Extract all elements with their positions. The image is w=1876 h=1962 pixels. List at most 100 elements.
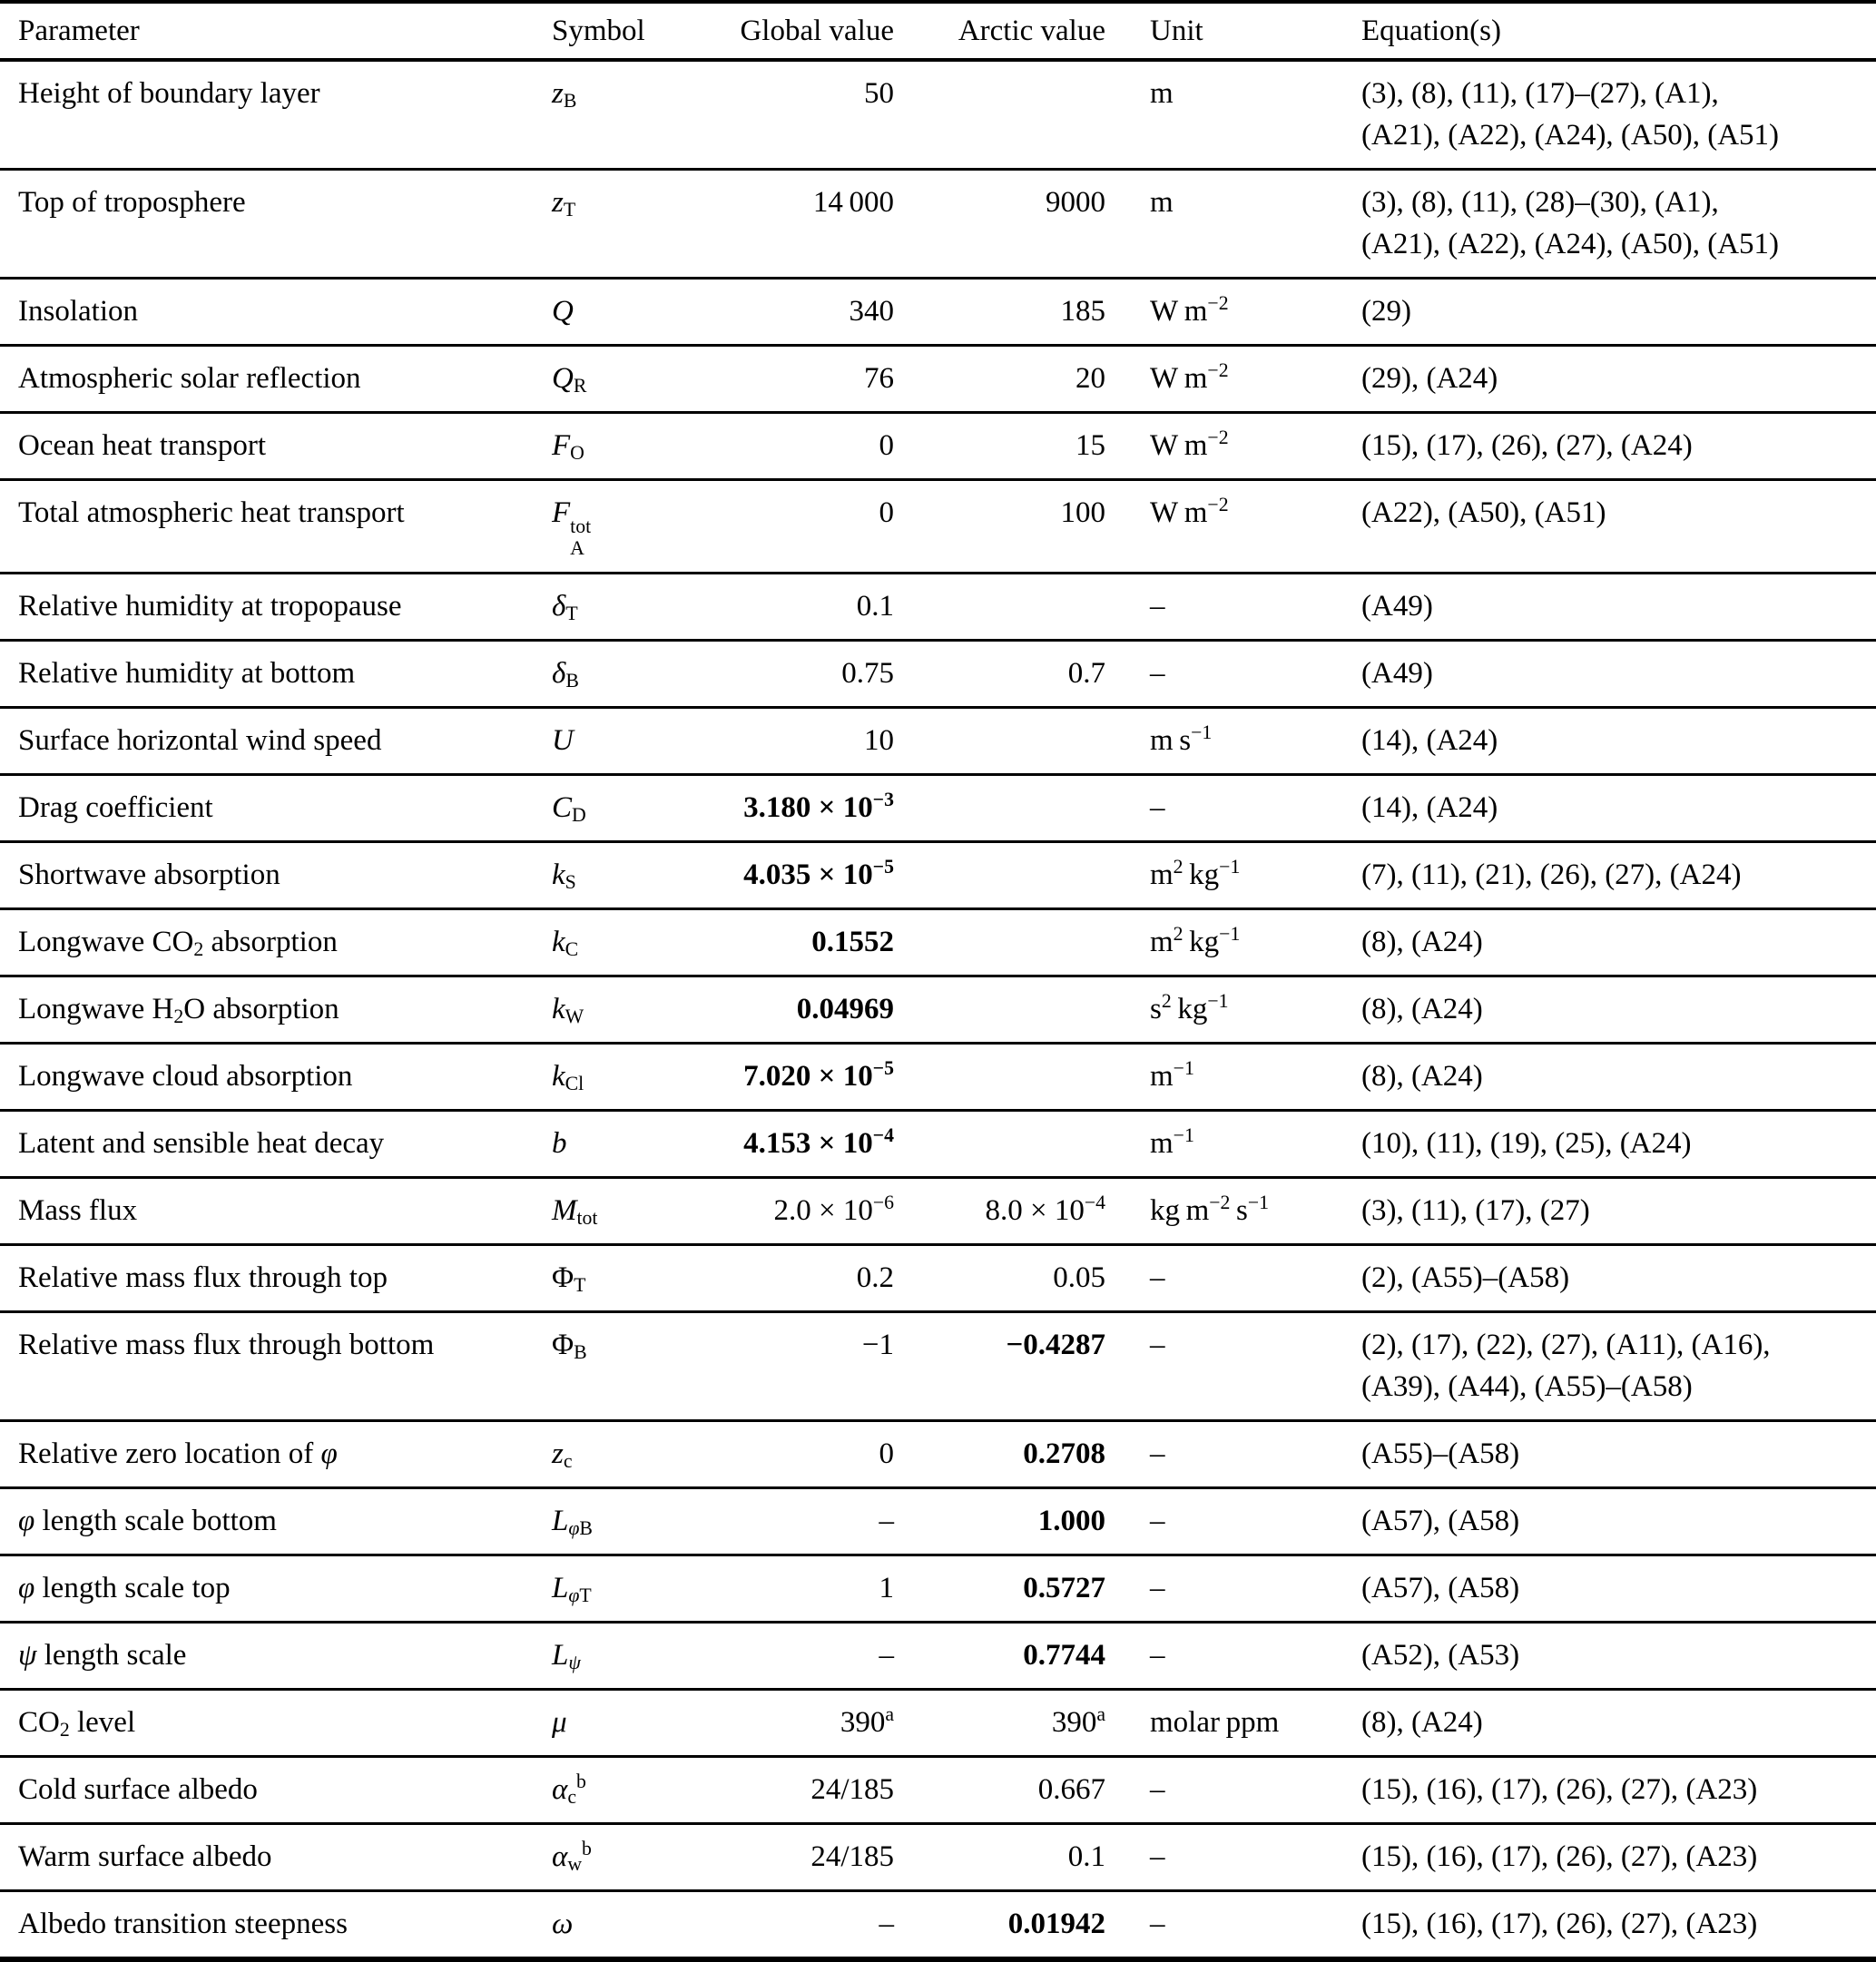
cell-equations: (15), (16), (17), (26), (27), (A23): [1361, 1772, 1758, 1806]
cell-arctic-value: [894, 1110, 1105, 1177]
cell-arctic-value: [894, 707, 1105, 774]
cell-global-value: 0.2: [856, 1261, 894, 1294]
cell-global-value: –: [879, 1638, 895, 1672]
table-row: Top of troposphere zT 14 000 9000 m (3), (8),…: [0, 170, 1876, 279]
cell-equations: (7), (11), (21), (26), (27), (A24): [1361, 858, 1742, 891]
cell-parameter: ψ length scale: [18, 1638, 187, 1672]
cell-symbol: LφB: [552, 1504, 593, 1540]
cell-arctic-value: [894, 908, 1105, 976]
cell-global-value: 4.153 × 10−4: [743, 1123, 894, 1160]
cell-arctic-value: 0.01942: [1007, 1907, 1105, 1940]
cell-arctic-value: −0.4287: [1006, 1328, 1105, 1361]
cell-unit: m−1: [1150, 1056, 1194, 1093]
cell-parameter: Surface horizontal wind speed: [18, 723, 382, 757]
cell-parameter: Warm surface albedo: [18, 1839, 272, 1873]
table-row: Relative humidity at bottom δB 0.75 0.7 – (A4…: [0, 640, 1876, 708]
table-row: Relative zero location of φ zc 0 0.2708 – (A5…: [0, 1420, 1876, 1488]
table-row: Shortwave absorption kS 4.035 × 10−5 m2 kg−…: [0, 841, 1876, 909]
cell-unit: –: [1150, 1772, 1165, 1806]
cell-parameter: φ length scale bottom: [18, 1504, 277, 1537]
cell-global-value: 14 000: [812, 186, 894, 219]
cell-equations: (8), (A24): [1361, 992, 1483, 1025]
table-row: Warm surface albedo αwb 24/185 0.1 – (15), (1…: [0, 1823, 1876, 1891]
cell-unit: –: [1150, 790, 1165, 824]
cell-global-value: 0.1: [856, 589, 894, 623]
cell-arctic-value: 0.1: [1067, 1839, 1105, 1873]
cell-parameter: Relative humidity at bottom: [18, 656, 356, 690]
cell-symbol: QR: [552, 362, 587, 397]
cell-symbol: δT: [552, 589, 578, 625]
cell-symbol: ω: [552, 1907, 574, 1940]
cell-arctic-value: [894, 841, 1105, 908]
cell-arctic-value: [894, 60, 1105, 170]
cell-global-value: 3.180 × 10−3: [743, 788, 894, 824]
table-row: Longwave cloud absorption kCl 7.020 × 10−5…: [0, 1043, 1876, 1111]
cell-unit: –: [1150, 656, 1165, 690]
cell-unit: m: [1150, 77, 1174, 110]
cell-arctic-value: [894, 1043, 1105, 1110]
cell-arctic-value: 100: [1060, 496, 1106, 529]
cell-symbol: b: [552, 1126, 567, 1160]
cell-global-value: 390a: [840, 1702, 894, 1739]
cell-global-value: −1: [861, 1328, 894, 1361]
cell-global-value: 7.020 × 10−5: [743, 1056, 894, 1093]
table-row: Relative humidity at tropopause δT 0.1 – (A4…: [0, 573, 1876, 641]
cell-global-value: 0.1552: [811, 925, 894, 958]
table-row: Longwave CO2 absorption kC 0.1552 m2 kg−1 (8…: [0, 908, 1876, 976]
cell-global-value: 1: [879, 1571, 895, 1604]
table-row: Ocean heat transport FO 0 15 W m−2 (15), (17)…: [0, 413, 1876, 480]
cell-arctic-value: 0.2708: [1023, 1437, 1105, 1470]
cell-arctic-value: [894, 774, 1105, 841]
cell-unit: kg m−2 s−1: [1150, 1191, 1270, 1227]
cell-symbol: kCl: [552, 1059, 584, 1095]
cell-arctic-value: 1.000: [1037, 1504, 1105, 1537]
cell-equations: (8), (A24): [1361, 925, 1483, 958]
cell-equations: (15), (16), (17), (26), (27), (A23): [1361, 1839, 1758, 1873]
cell-unit: –: [1150, 1907, 1165, 1940]
cell-equations: (A22), (A50), (A51): [1361, 496, 1606, 529]
cell-symbol: LφT: [552, 1571, 592, 1607]
cell-equations: (8), (A24): [1361, 1059, 1483, 1093]
cell-arctic-value: 0.5727: [1023, 1571, 1105, 1604]
table-row: Atmospheric solar reflection QR 76 20 W m−2 (…: [0, 346, 1876, 413]
cell-parameter: Insolation: [18, 295, 138, 328]
cell-parameter: Relative mass flux through bottom: [18, 1328, 435, 1361]
cell-symbol: CD: [552, 790, 586, 827]
cell-equations: (15), (17), (26), (27), (A24): [1361, 429, 1693, 462]
cell-symbol: zc: [552, 1437, 573, 1473]
cell-parameter: Atmospheric solar reflection: [18, 362, 361, 395]
table-row: Insolation Q 340 185 W m−2 (29): [0, 279, 1876, 346]
cell-global-value: 50: [864, 77, 894, 110]
cell-equations: (A49): [1361, 656, 1433, 690]
cell-parameter: Mass flux: [18, 1193, 138, 1227]
cell-unit: W m−2: [1150, 427, 1229, 462]
table-body: Height of boundary layer zB 50 m (3), (8), (…: [0, 60, 1876, 1959]
cell-equations: (14), (A24): [1361, 790, 1498, 824]
cell-symbol: αwb: [552, 1837, 592, 1876]
table-header: Parameter Symbol Global value Arctic val…: [0, 2, 1876, 60]
cell-unit: –: [1150, 1638, 1165, 1672]
cell-symbol: FO: [552, 429, 584, 465]
cell-unit: –: [1150, 589, 1165, 623]
cell-unit: m2 kg−1: [1150, 855, 1241, 891]
cell-parameter: Relative zero location of φ: [18, 1437, 338, 1470]
cell-parameter: Relative humidity at tropopause: [18, 589, 402, 623]
cell-symbol: αcb: [552, 1770, 586, 1809]
cell-unit: m s−1: [1150, 721, 1213, 757]
table-row: φ length scale top LφT 1 0.5727 – (A57), (A58…: [0, 1555, 1876, 1623]
table-row: Longwave H2O absorption kW 0.04969 s2 kg−1 (…: [0, 976, 1876, 1044]
cell-parameter: Height of boundary layer: [18, 77, 320, 110]
cell-equations: (15), (16), (17), (26), (27), (A23): [1361, 1907, 1758, 1940]
cell-arctic-value: 0.7: [1067, 656, 1105, 690]
col-header-global-value: Global value: [740, 14, 894, 47]
cell-parameter: Cold surface albedo: [18, 1772, 258, 1806]
cell-symbol: Q: [552, 295, 574, 328]
cell-arctic-value: 0.667: [1037, 1772, 1105, 1806]
cell-parameter: Total atmospheric heat transport: [18, 496, 405, 529]
cell-unit: W m−2: [1150, 292, 1229, 328]
cell-parameter: Top of troposphere: [18, 186, 246, 219]
cell-global-value: 4.035 × 10−5: [743, 855, 894, 891]
cell-global-value: 10: [864, 723, 894, 757]
cell-symbol: δB: [552, 656, 579, 692]
